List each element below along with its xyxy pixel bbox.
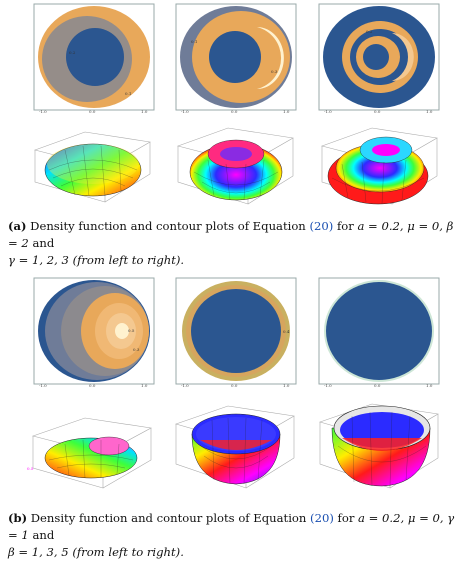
svg-text:1.0: 1.0 (283, 109, 290, 114)
contour-plot-b2: 0.4 -1.0 0.0 1.0 (175, 277, 297, 393)
surface-plot-a1 (25, 120, 160, 214)
svg-text:-1.0: -1.0 (324, 383, 332, 388)
caption-b-eq-ref[interactable]: (20) (310, 511, 334, 525)
surface-plot-b3 (312, 394, 447, 498)
svg-text:0.0: 0.0 (89, 383, 96, 388)
svg-text:-1.0: -1.0 (39, 109, 47, 114)
caption-a-line2: γ = 1, 2, 3 (from left to right). (8, 253, 185, 267)
caption-a-text-1: Density function and contour plots of Eq… (30, 219, 310, 233)
caption-b-params: a = 0.2, μ = 0, γ = 1 (8, 511, 455, 542)
svg-text:1.0: 1.0 (426, 383, 433, 388)
caption-a: (a) Density function and contour plots o… (8, 218, 460, 269)
svg-text:-1.0: -1.0 (39, 383, 47, 388)
svg-text:0.2: 0.2 (69, 50, 76, 55)
svg-text:0.5: 0.5 (128, 328, 135, 333)
contour-plot-b1: 0.5 0.3 -1.0 0.0 1.0 (33, 277, 155, 393)
svg-text:0.1: 0.1 (191, 39, 197, 44)
svg-text:0.1: 0.1 (125, 91, 131, 96)
contour-plot-a2: 0.1 0.3 -1.0 0.0 1.0 (175, 3, 297, 119)
caption-b: (b) Density function and contour plots o… (8, 510, 460, 561)
caption-b-text-3: and (28, 528, 55, 542)
contour-plot-b3: -1.0 0.0 1.0 (318, 277, 440, 393)
caption-a-eq-ref[interactable]: (20) (309, 219, 334, 233)
svg-text:0.0: 0.0 (374, 383, 381, 388)
svg-text:0.0: 0.0 (89, 109, 96, 114)
caption-a-label: (a) (8, 219, 27, 233)
surface-plot-a3 (312, 120, 447, 214)
svg-text:0.5: 0.5 (27, 466, 34, 471)
svg-text:1.0: 1.0 (426, 109, 433, 114)
caption-b-text-1: Density function and contour plots of Eq… (30, 511, 311, 525)
svg-text:-1.0: -1.0 (181, 383, 189, 388)
caption-a-text-2: for (333, 219, 358, 233)
svg-text:1.0: 1.0 (141, 109, 148, 114)
svg-text:0.3: 0.3 (271, 69, 278, 74)
surface-plot-a2 (168, 120, 303, 214)
svg-text:-1.0: -1.0 (181, 109, 189, 114)
svg-text:1.0: 1.0 (141, 383, 148, 388)
caption-b-text-2: for (333, 511, 359, 525)
surface-plot-b1: 0.5 (25, 400, 160, 499)
svg-text:0.3: 0.3 (133, 347, 140, 352)
surface-plot-b2 (168, 394, 303, 498)
caption-b-label: (b) (8, 511, 28, 525)
caption-a-text-3: and (28, 236, 55, 250)
svg-text:0.2: 0.2 (366, 29, 373, 34)
svg-text:-1.0: -1.0 (324, 109, 332, 114)
svg-text:0.0: 0.0 (374, 109, 381, 114)
svg-text:0.0: 0.0 (231, 109, 238, 114)
caption-a-params: a = 0.2, μ = 0, β = 2 (8, 219, 454, 250)
contour-plot-a3: 0.2 -1.0 0.0 1.0 (318, 3, 440, 119)
svg-text:0.0: 0.0 (231, 383, 238, 388)
caption-b-line2: β = 1, 3, 5 (from left to right). (8, 545, 184, 559)
contour-plot-a1: 0.2 0.1 -1.0 0.0 1.0 (33, 3, 155, 119)
svg-text:1.0: 1.0 (283, 383, 290, 388)
svg-text:0.4: 0.4 (283, 329, 290, 334)
